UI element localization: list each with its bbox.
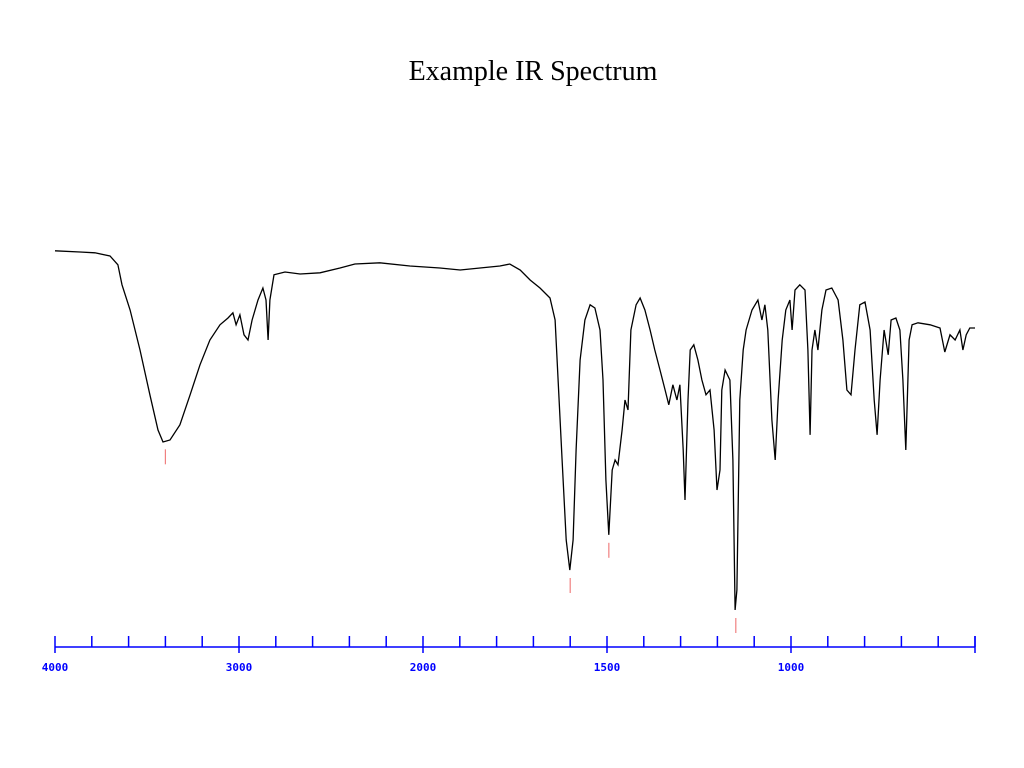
- x-tick-label: 4000: [42, 661, 69, 674]
- x-tick-label: 2000: [410, 661, 437, 674]
- x-tick-label: 1500: [594, 661, 621, 674]
- chart-title: Example IR Spectrum: [409, 56, 658, 87]
- x-tick-label: 1000: [778, 661, 805, 674]
- x-tick-label: 3000: [226, 661, 253, 674]
- spectrum-line: [54, 250, 975, 611]
